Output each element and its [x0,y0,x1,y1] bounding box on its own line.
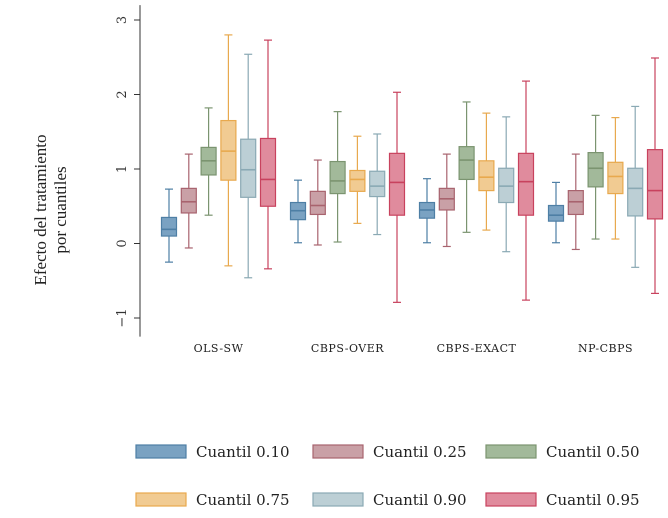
legend-item-1: Cuantil 0.10 [135,443,290,461]
box-cbps-over-1 [289,179,307,244]
box-ols-sw-2 [180,153,197,249]
category-label: OLS-SW [194,342,244,355]
legend-swatch [485,444,537,459]
box-np-cbps-6 [646,57,664,295]
box-np-cbps-1 [547,181,565,244]
box-np-cbps-5 [627,105,644,268]
legend-item-2: Cuantil 0.25 [312,443,467,461]
y-tick-label: 3 [115,16,130,24]
box-ols-sw-5 [240,53,257,279]
legend-label: Cuantil 0.25 [373,443,467,461]
legend-label: Cuantil 0.75 [196,491,290,509]
legend-item-3: Cuantil 0.50 [485,443,640,461]
box-iqr [240,138,257,198]
legend-swatch [312,444,364,459]
box-cbps-over-6 [388,91,406,303]
legend-swatch [135,492,187,507]
legend-swatch [135,444,187,459]
legend: Cuantil 0.10 Cuantil 0.25 Cuantil 0.50 Cuan… [135,443,640,509]
box-iqr [607,161,624,195]
box-iqr [160,216,178,237]
box-iqr [180,187,197,214]
box-cbps-over-2 [309,159,326,246]
category-label: NP-CBPS [578,342,633,355]
box-ols-sw-1 [160,188,178,263]
legend-item-6: Cuantil 0.95 [485,491,640,509]
category-label: CBPS-EXACT [437,342,517,355]
box-iqr [388,152,406,216]
legend-item-5: Cuantil 0.90 [312,491,467,509]
box-iqr [627,167,644,217]
box-iqr [329,160,346,195]
legend-label: Cuantil 0.50 [546,443,640,461]
box-iqr [349,169,366,192]
y-axis-label-line-2: por cuantiles [51,166,70,253]
box-iqr [478,160,495,192]
legend-swatch [485,492,537,507]
box-iqr [646,149,664,220]
box-cbps-exact-4 [478,112,495,231]
legend-label: Cuantil 0.90 [373,491,467,509]
boxplot-area [160,34,664,303]
legend-swatch [312,492,364,507]
box-ols-sw-3 [200,107,217,216]
y-tick-label: 1 [115,165,130,173]
box-cbps-over-3 [329,111,346,243]
box-cbps-exact-6 [517,80,535,301]
box-iqr [309,190,326,216]
box-np-cbps-2 [567,153,584,251]
box-iqr [369,170,386,198]
legend-label: Cuantil 0.95 [546,491,640,509]
box-iqr [587,152,604,188]
box-iqr [458,146,475,181]
y-axis-label-line-1: Efecto del tratamiento [31,134,50,285]
box-np-cbps-3 [587,114,604,240]
box-ols-sw-4 [220,34,237,267]
box-cbps-over-4 [349,135,366,224]
category-label: CBPS-OVER [311,342,384,355]
legend-item-4: Cuantil 0.75 [135,491,290,509]
y-tick-label: −1 [115,308,130,327]
y-axis: −1 0 1 2 3 [115,5,141,337]
box-cbps-exact-1 [418,178,436,244]
box-iqr [547,204,565,222]
box-cbps-over-5 [369,133,386,236]
box-cbps-exact-2 [438,153,455,248]
legend-label: Cuantil 0.10 [196,443,290,461]
box-np-cbps-4 [607,116,624,240]
box-iqr [259,137,277,207]
box-cbps-exact-3 [458,101,475,233]
y-tick-label: 2 [115,90,130,98]
y-tick-label: 0 [115,239,130,247]
category-labels: OLS-SW CBPS-OVER CBPS-EXACT NP-CBPS [194,342,633,355]
box-iqr [517,152,535,216]
box-ols-sw-6 [259,39,277,270]
box-cbps-exact-5 [498,116,515,253]
